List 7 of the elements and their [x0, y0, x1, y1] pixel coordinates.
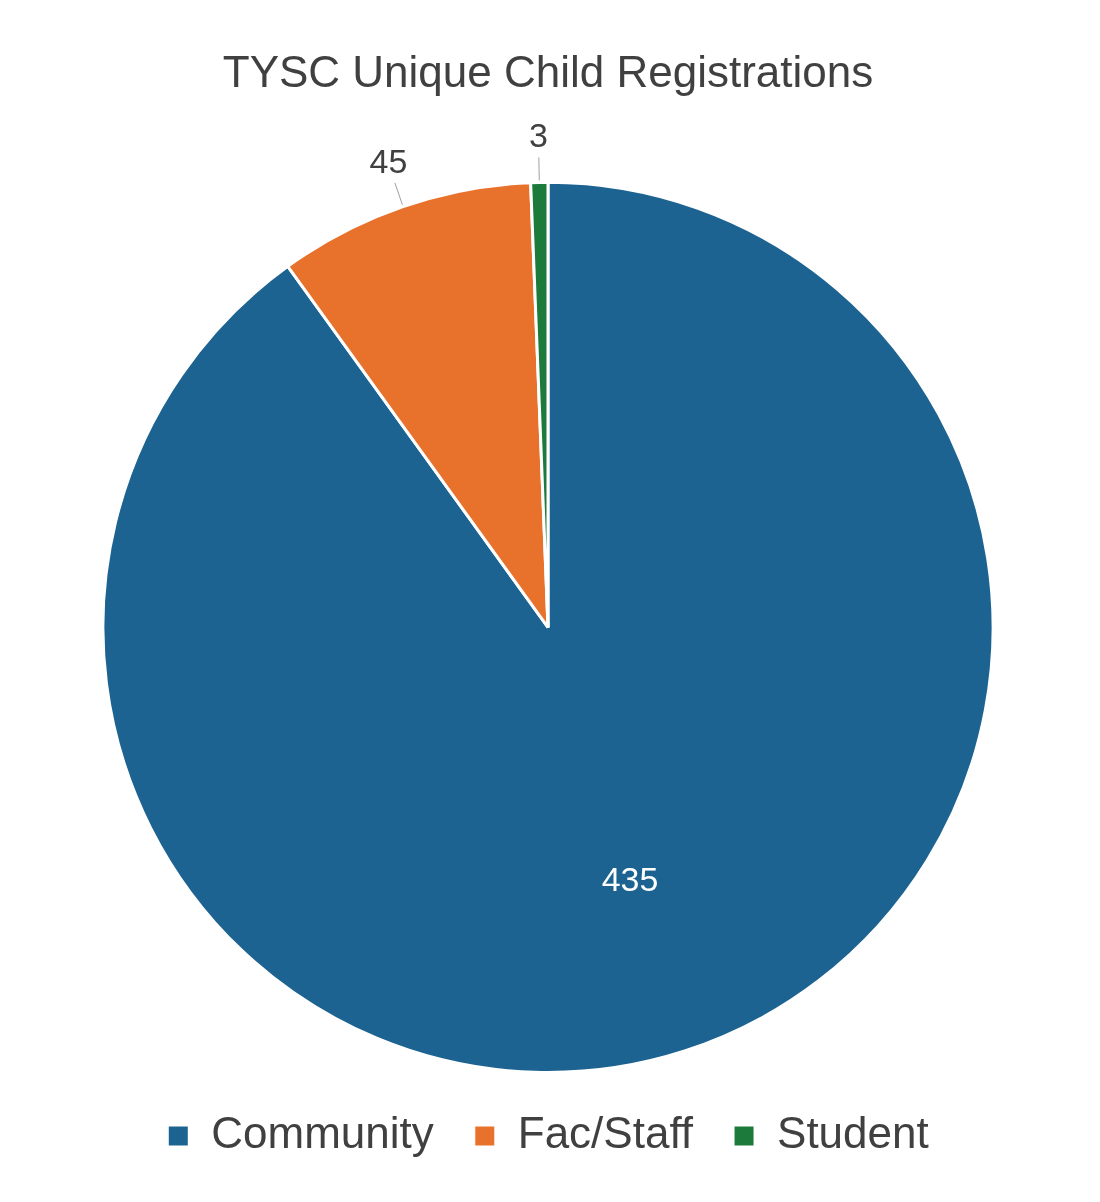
- chart-title: TYSC Unique Child Registrations: [222, 46, 874, 96]
- legend-label: Student: [777, 1108, 929, 1158]
- legend-label: Fac/Staff: [517, 1108, 694, 1158]
- data-label: 3: [528, 115, 548, 154]
- data-label: 45: [369, 142, 408, 181]
- data-label: 435: [601, 859, 659, 898]
- legend-label: Community: [211, 1108, 434, 1158]
